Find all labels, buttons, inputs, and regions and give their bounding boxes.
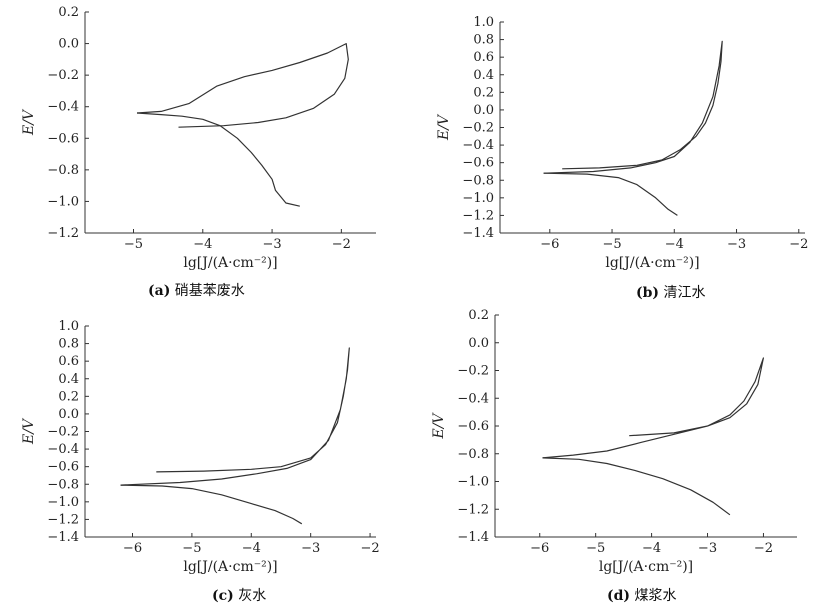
- panel-b-y-tick-label: −1.2: [462, 208, 494, 223]
- panel-b-x-tick-label: −5: [602, 237, 621, 252]
- panel-b-y-tick-label: −0.2: [462, 121, 494, 136]
- panel-d-curve-2: [542, 457, 731, 516]
- panel-d-x-tick-label: −4: [642, 541, 661, 556]
- panel-c-y-tick-label: −0.4: [47, 442, 79, 457]
- panel-c-y-tick-label: 0.2: [58, 389, 79, 404]
- panel-c-y-tick-label: −0.2: [47, 425, 79, 440]
- panel-d-y-tick-label: −1.0: [457, 475, 489, 490]
- caption-c: (c) 灰水: [212, 585, 266, 605]
- panel-c-curve-1: [120, 347, 350, 486]
- panel-a-y-tick-label: −0.2: [47, 68, 79, 83]
- caption-a-letter: (a): [148, 283, 171, 299]
- panel-d-y-axis-label: E/V: [431, 412, 447, 440]
- panel-c-y-tick-label: 0.4: [58, 372, 79, 387]
- panel-a-y-tick-label: −0.4: [47, 100, 79, 115]
- panel-a-y-axis-label: E/V: [21, 108, 37, 136]
- caption-c-text: 灰水: [238, 588, 267, 604]
- panel-c-y-tick-label: 1.0: [58, 319, 79, 334]
- panel-d-x-tick-label: −3: [698, 541, 717, 556]
- panel-a-x-tick-label: −3: [262, 237, 281, 252]
- caption-a-text: 硝基苯废水: [174, 283, 245, 299]
- panel-b-x-tick-label: −4: [665, 237, 684, 252]
- panel-d-y-tick-label: 0.0: [468, 336, 489, 351]
- panel-c-x-tick-label: −3: [301, 541, 320, 556]
- panel-b-curve-2: [543, 172, 678, 216]
- panel-c-y-tick-label: −0.8: [47, 477, 79, 492]
- panel-b-y-tick-label: 0.0: [473, 103, 494, 118]
- panel-c-y-tick-label: −1.2: [47, 512, 79, 527]
- panel-b-y-tick-label: −0.4: [462, 138, 494, 153]
- panel-a-y-tick-label: 0.0: [58, 37, 79, 52]
- panel-c-y-tick-label: −1.0: [47, 495, 79, 510]
- panel-c-y-axis-label: E/V: [21, 417, 37, 445]
- caption-a: (a) 硝基苯废水: [148, 280, 245, 300]
- panel-d-y-tick-label: −0.6: [457, 419, 489, 434]
- caption-d: (d) 煤浆水: [607, 585, 677, 605]
- panel-b-y-tick-label: −1.4: [462, 226, 494, 241]
- panel-b-y-tick-label: 0.2: [473, 85, 494, 100]
- caption-b-letter: (b): [636, 285, 660, 301]
- panel-c-x-tick-label: −6: [123, 541, 142, 556]
- caption-b: (b) 清江水: [636, 282, 706, 302]
- panel-a-y-tick-label: −0.6: [47, 131, 79, 146]
- panel-a-curve-2: [136, 112, 300, 207]
- panel-b-curve-1: [543, 40, 723, 174]
- panel-a-curve-1: [136, 42, 349, 128]
- panel-d-x-tick-label: −6: [530, 541, 549, 556]
- caption-d-text: 煤浆水: [634, 588, 677, 604]
- panel-a-x-tick-label: −5: [124, 237, 143, 252]
- panel-b-y-tick-label: 0.6: [473, 50, 494, 65]
- panel-a-x-axis-label: lg[J/(A·cm⁻²)]: [183, 255, 277, 271]
- caption-c-letter: (c): [212, 588, 234, 604]
- panel-c-curve-2: [120, 484, 303, 525]
- panel-b-y-tick-label: −0.8: [462, 173, 494, 188]
- panel-b-x-axis-label: lg[J/(A·cm⁻²)]: [605, 255, 699, 271]
- panel-a-y-tick-label: −0.8: [47, 163, 79, 178]
- panel-d-curve-1: [542, 357, 765, 459]
- panel-d-y-tick-label: −1.2: [457, 502, 489, 517]
- panel-b-x-tick-label: −6: [540, 237, 559, 252]
- panel-d-y-tick-label: 0.2: [468, 308, 489, 323]
- panel-d-y-tick-label: −1.4: [457, 530, 489, 545]
- panel-c-x-tick-label: −4: [242, 541, 261, 556]
- panel-c-y-tick-label: 0.0: [58, 407, 79, 422]
- panel-b-x-tick-label: −2: [789, 237, 808, 252]
- panel-d-x-tick-label: −5: [586, 541, 605, 556]
- caption-b-text: 清江水: [663, 285, 706, 301]
- panel-c-y-tick-label: 0.8: [58, 337, 79, 352]
- panel-d-x-tick-label: −2: [754, 541, 773, 556]
- panel-c-x-axis-label: lg[J/(A·cm⁻²)]: [183, 559, 277, 575]
- panel-b-y-tick-label: −1.0: [462, 191, 494, 206]
- panel-a-y-tick-label: −1.2: [47, 226, 79, 241]
- panel-c-y-tick-label: −1.4: [47, 530, 79, 545]
- panel-c-y-tick-label: −0.6: [47, 460, 79, 475]
- panel-c-y-tick-label: 0.6: [58, 354, 79, 369]
- panel-a-y-tick-label: 0.2: [58, 5, 79, 20]
- panel-c-x-tick-label: −2: [360, 541, 379, 556]
- panel-d-y-tick-label: −0.2: [457, 364, 489, 379]
- panel-b-y-tick-label: −0.6: [462, 156, 494, 171]
- panel-b-y-tick-label: 0.8: [473, 33, 494, 48]
- panel-a-y-tick-label: −1.0: [47, 194, 79, 209]
- panel-b-y-axis-label: E/V: [436, 113, 452, 141]
- panel-b-x-tick-label: −3: [727, 237, 746, 252]
- panel-d-x-axis-label: lg[J/(A·cm⁻²)]: [599, 559, 693, 575]
- panel-b-y-tick-label: 0.4: [473, 68, 494, 83]
- panel-a-x-tick-label: −4: [193, 237, 212, 252]
- panel-d-y-tick-label: −0.4: [457, 391, 489, 406]
- panel-c-x-tick-label: −5: [182, 541, 201, 556]
- panel-b-y-tick-label: 1.0: [473, 15, 494, 30]
- caption-d-letter: (d): [607, 588, 631, 604]
- panel-a-x-tick-label: −2: [332, 237, 351, 252]
- panel-d-y-tick-label: −0.8: [457, 447, 489, 462]
